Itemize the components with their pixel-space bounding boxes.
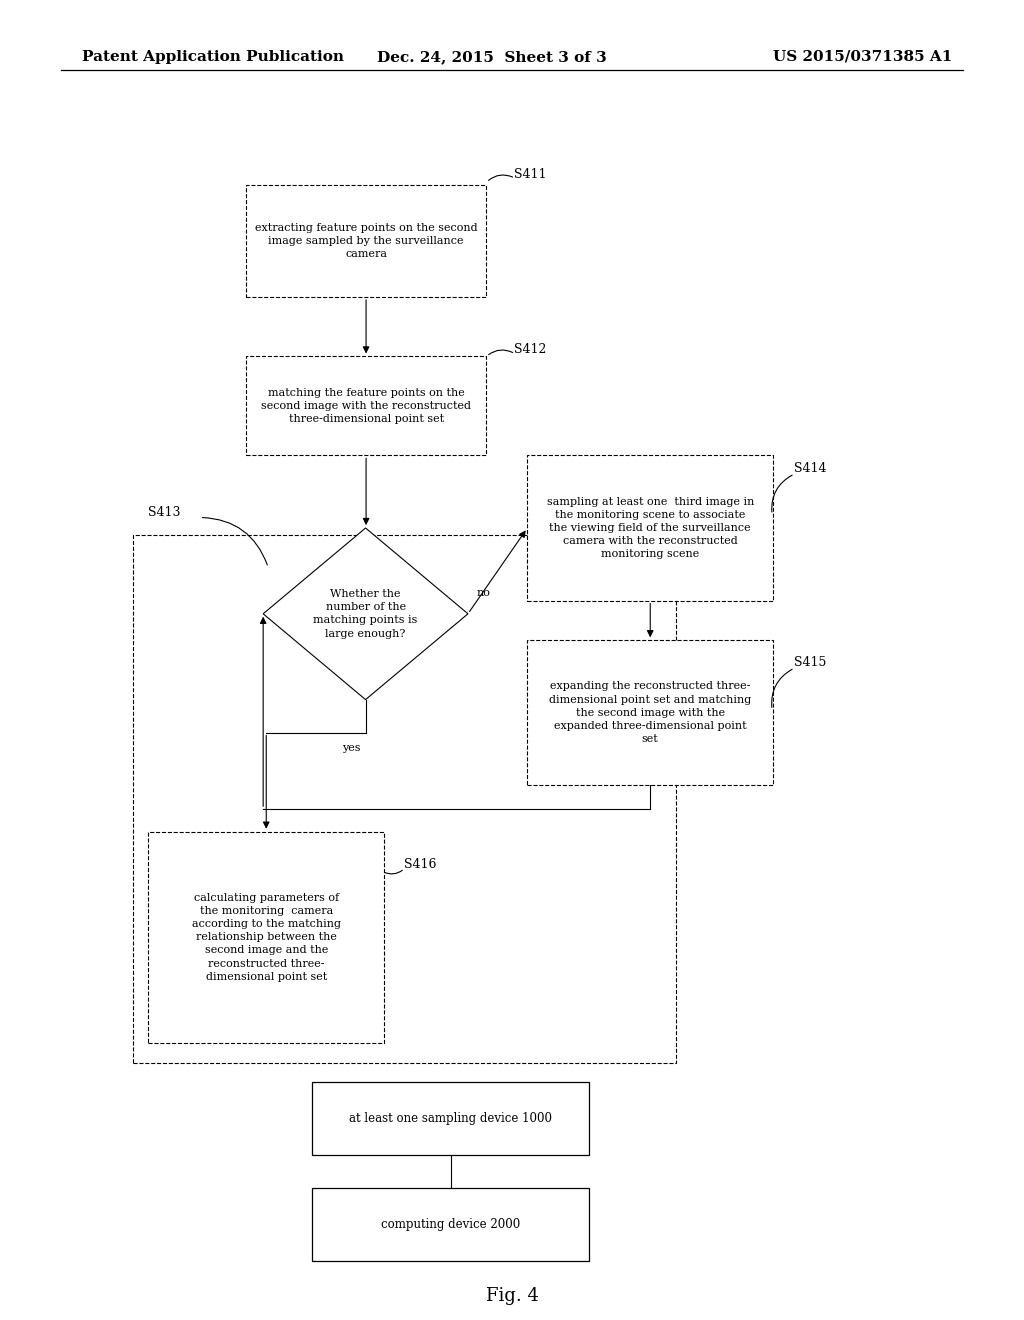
Text: US 2015/0371385 A1: US 2015/0371385 A1: [773, 50, 952, 63]
Polygon shape: [263, 528, 468, 700]
Bar: [246, 356, 486, 455]
Text: Whether the
number of the
matching points is
large enough?: Whether the number of the matching point…: [313, 589, 418, 639]
Text: S413: S413: [148, 506, 181, 519]
Text: Patent Application Publication: Patent Application Publication: [82, 50, 344, 63]
Text: matching the feature points on the
second image with the reconstructed
three-dim: matching the feature points on the secon…: [261, 388, 471, 424]
Text: S416: S416: [404, 858, 437, 871]
Bar: [527, 640, 773, 785]
Text: S415: S415: [794, 656, 826, 669]
Bar: [148, 832, 384, 1043]
Bar: [246, 185, 486, 297]
Text: Fig. 3: Fig. 3: [485, 1086, 539, 1105]
Text: no: no: [476, 587, 490, 598]
Text: S411: S411: [514, 168, 547, 181]
Text: S414: S414: [794, 462, 826, 475]
Text: extracting feature points on the second
image sampled by the surveillance
camera: extracting feature points on the second …: [255, 223, 477, 259]
Text: expanding the reconstructed three-
dimensional point set and matching
the second: expanding the reconstructed three- dimen…: [549, 681, 752, 744]
Bar: [133, 535, 676, 1063]
Text: at least one sampling device 1000: at least one sampling device 1000: [349, 1113, 552, 1125]
Text: yes: yes: [342, 743, 360, 754]
Bar: [312, 1082, 589, 1155]
Text: S412: S412: [514, 343, 547, 356]
Text: sampling at least one  third image in
the monitoring scene to associate
the view: sampling at least one third image in the…: [547, 496, 754, 560]
Bar: [312, 1188, 589, 1261]
Text: Fig. 4: Fig. 4: [485, 1287, 539, 1305]
Text: computing device 2000: computing device 2000: [381, 1218, 520, 1230]
Text: calculating parameters of
the monitoring  camera
according to the matching
relat: calculating parameters of the monitoring…: [191, 892, 341, 982]
Text: Dec. 24, 2015  Sheet 3 of 3: Dec. 24, 2015 Sheet 3 of 3: [377, 50, 606, 63]
Bar: [527, 455, 773, 601]
